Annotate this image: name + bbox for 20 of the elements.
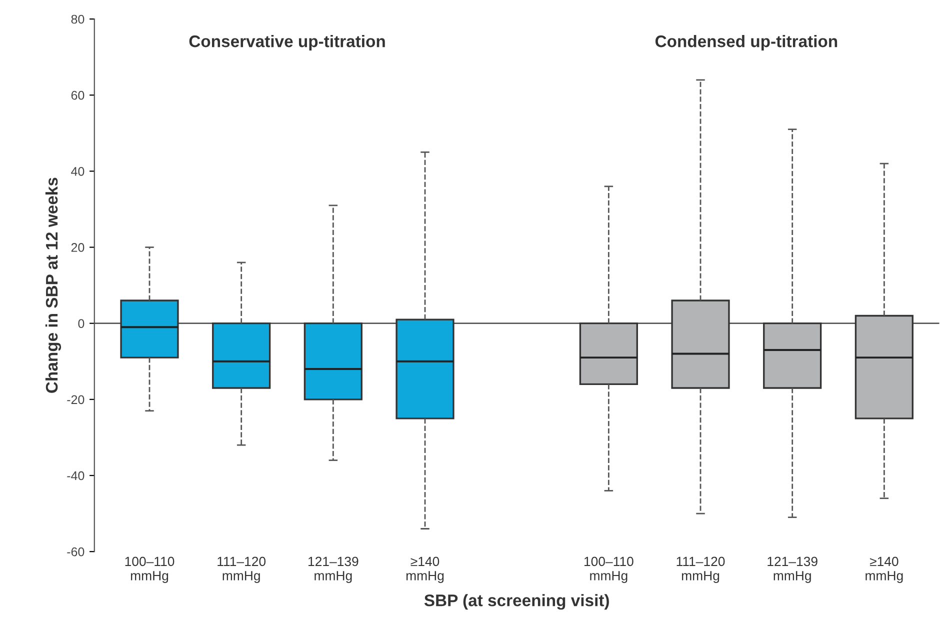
y-tick-label: 80	[71, 14, 84, 24]
annotation: Conservative up-titration	[189, 34, 385, 51]
y-tick-label: -40	[67, 471, 84, 480]
x-tick-label: 100–110 mmHg	[125, 556, 174, 583]
x-tick-label: 121–139 mmHg	[308, 556, 358, 583]
x-tick-label: ≥140 mmHg	[406, 556, 444, 583]
x-tick-label: 111–120 mmHg	[218, 556, 266, 583]
x-tick-label: 121–139 mmHg	[768, 556, 818, 583]
y-tick-label: -60	[67, 547, 84, 556]
y-tick-label: 0	[78, 319, 84, 328]
x-axis-title: SBP (at screening visit)	[424, 594, 609, 610]
y-tick-label: 60	[71, 90, 84, 100]
y-axis-title: Change in SBP at 12 weeks	[45, 178, 62, 393]
y-tick-label: 20	[71, 243, 84, 252]
y-tick-label: -20	[67, 395, 84, 404]
x-tick-label: ≥140 mmHg	[866, 556, 903, 583]
annotation: Condensed up-titration	[655, 34, 838, 51]
x-tick-label: 100–110 mmHg	[584, 556, 634, 583]
y-tick-label: 40	[71, 166, 84, 176]
x-tick-label: 111–120 mmHg	[676, 556, 725, 583]
